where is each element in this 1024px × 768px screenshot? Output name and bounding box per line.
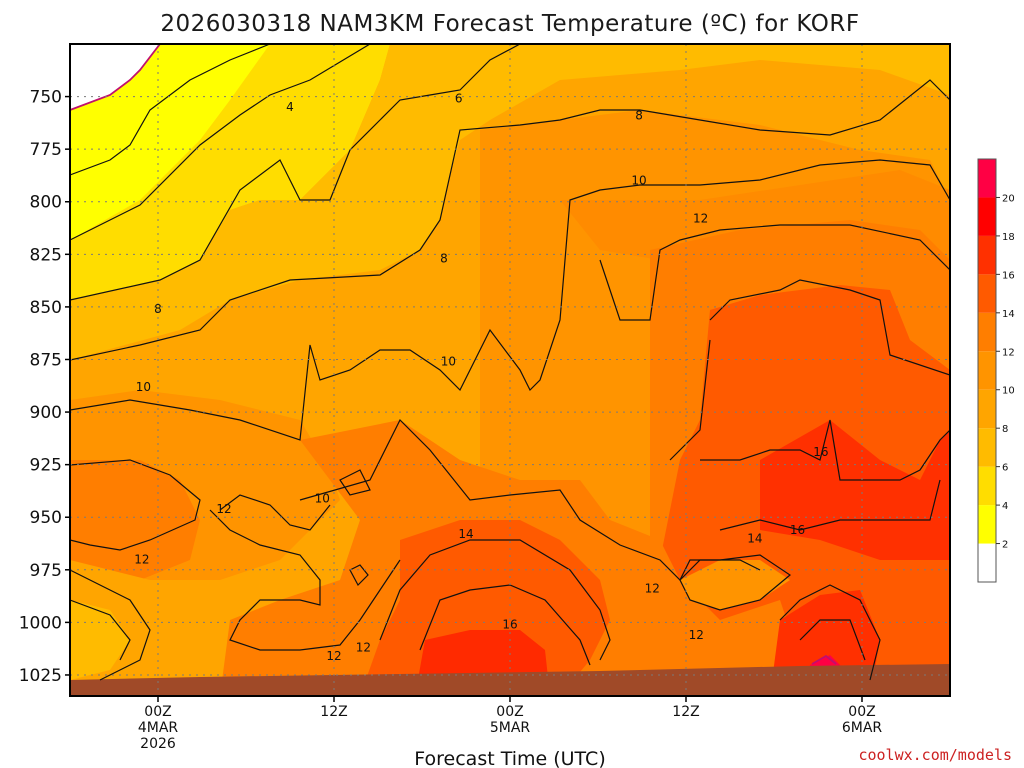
- colorbar-swatch: [978, 351, 996, 390]
- contour-label: 12: [134, 552, 149, 566]
- contour-label: 8: [154, 302, 162, 316]
- colorbar-tick-label: 14: [1002, 309, 1015, 320]
- y-tick-label: 875: [30, 350, 62, 370]
- y-tick-label: 900: [30, 403, 62, 423]
- x-tick-label: 4MAR: [138, 720, 179, 736]
- contour-label: 12: [645, 582, 660, 596]
- x-tick-label: 00Z: [144, 704, 171, 720]
- y-tick-label: 775: [30, 140, 62, 160]
- y-tick-label: 925: [30, 456, 62, 476]
- colorbar-tick-label: 2: [1002, 540, 1008, 551]
- y-tick-label: 850: [30, 298, 62, 318]
- y-tick-label: 750: [30, 88, 62, 108]
- x-tick-label: 5MAR: [490, 720, 531, 736]
- colorbar-tick-label: 10: [1002, 386, 1015, 397]
- y-axis: 750 775 800 825 850 875 900 925 950 975 1000 1025: [19, 88, 70, 686]
- y-tick-label: 1025: [19, 666, 62, 686]
- contour-label: 6: [455, 92, 463, 106]
- colorbar-swatch: [978, 159, 996, 198]
- x-tick-label: 12Z: [672, 704, 699, 720]
- contour-label: 12: [689, 628, 704, 642]
- x-tick-label: 2026: [140, 736, 176, 752]
- y-tick-label: 975: [30, 561, 62, 581]
- contour-label: 12: [693, 212, 708, 226]
- colorbar-swatch: [978, 466, 996, 506]
- colorbar-tick-label: 4: [1002, 501, 1008, 512]
- colorbar-swatch: [978, 389, 996, 429]
- contour-label: 16: [813, 445, 828, 459]
- colorbar-legend: 2 4 6 8 10 12 14 16 18 20: [977, 158, 1015, 583]
- contour-label: 8: [635, 109, 643, 123]
- x-tick-label: 12Z: [320, 704, 347, 720]
- chart-title: 2026030318 NAM3KM Forecast Temperature (…: [160, 11, 859, 37]
- y-tick-label: 800: [30, 193, 62, 213]
- contour-labels: 4 6 8 10 12 8 8 10 10 10 12 12 14 16 12 12 12 12 14 16 16: [134, 92, 828, 663]
- contour-lines: [70, 44, 950, 681]
- colorbar-tick-label: 16: [1002, 270, 1015, 281]
- colorbar-tick-label: 6: [1002, 463, 1008, 474]
- contour-label: 14: [747, 531, 762, 545]
- contour-label: 14: [458, 527, 473, 541]
- colorbar-tick-label: 20: [1002, 193, 1015, 204]
- colorbar-tick-label: 8: [1002, 424, 1008, 435]
- contour-label: 4: [286, 100, 294, 114]
- x-tick-label: 00Z: [848, 704, 875, 720]
- x-tick-label: 6MAR: [842, 720, 883, 736]
- y-tick-label: 1000: [19, 613, 62, 633]
- contour-label: 8: [440, 252, 448, 266]
- contour-label: 10: [315, 491, 330, 505]
- colorbar-swatch: [978, 543, 996, 582]
- temperature-fill: [70, 44, 950, 696]
- contour-label: 12: [216, 502, 231, 516]
- x-axis-label: Forecast Time (UTC): [414, 748, 605, 768]
- source-credit[interactable]: coolwx.com/models: [858, 746, 1012, 764]
- contour-label: 10: [631, 174, 646, 188]
- colorbar-swatch: [978, 312, 996, 352]
- colorbar-swatch: [978, 505, 996, 544]
- x-tick-label: 00Z: [496, 704, 523, 720]
- contour-label: 16: [790, 523, 805, 537]
- colorbar-swatch: [978, 428, 996, 467]
- colorbar-swatch: [978, 235, 996, 275]
- colorbar-tick-label: 12: [1002, 347, 1015, 358]
- contour-label: 12: [326, 649, 341, 663]
- contour-label: 12: [356, 641, 371, 655]
- contour-label: 10: [441, 355, 456, 369]
- contour-label: 10: [136, 380, 151, 394]
- colorbar-frame: [977, 158, 997, 583]
- colorbar-tick-label: 18: [1002, 232, 1015, 243]
- y-tick-label: 950: [30, 508, 62, 528]
- colorbar-swatch: [978, 274, 996, 313]
- contour-label: 16: [502, 617, 517, 631]
- colorbar-swatch: [978, 197, 996, 236]
- y-tick-label: 825: [30, 245, 62, 265]
